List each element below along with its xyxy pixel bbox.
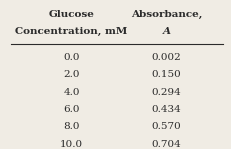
Text: Glucose: Glucose — [49, 10, 94, 19]
Text: 0.704: 0.704 — [152, 140, 181, 149]
Text: 4.0: 4.0 — [63, 88, 80, 97]
Text: 2.0: 2.0 — [63, 70, 80, 79]
Text: 0.570: 0.570 — [152, 122, 181, 131]
Text: 6.0: 6.0 — [63, 105, 80, 114]
Text: 10.0: 10.0 — [60, 140, 83, 149]
Text: A: A — [162, 27, 170, 36]
Text: Absorbance,: Absorbance, — [131, 10, 202, 19]
Text: Concentration, mM: Concentration, mM — [15, 27, 128, 36]
Text: 0.0: 0.0 — [63, 53, 80, 62]
Text: 8.0: 8.0 — [63, 122, 80, 131]
Text: 0.150: 0.150 — [152, 70, 181, 79]
Text: 0.294: 0.294 — [152, 88, 181, 97]
Text: 0.434: 0.434 — [152, 105, 181, 114]
Text: 0.002: 0.002 — [152, 53, 181, 62]
